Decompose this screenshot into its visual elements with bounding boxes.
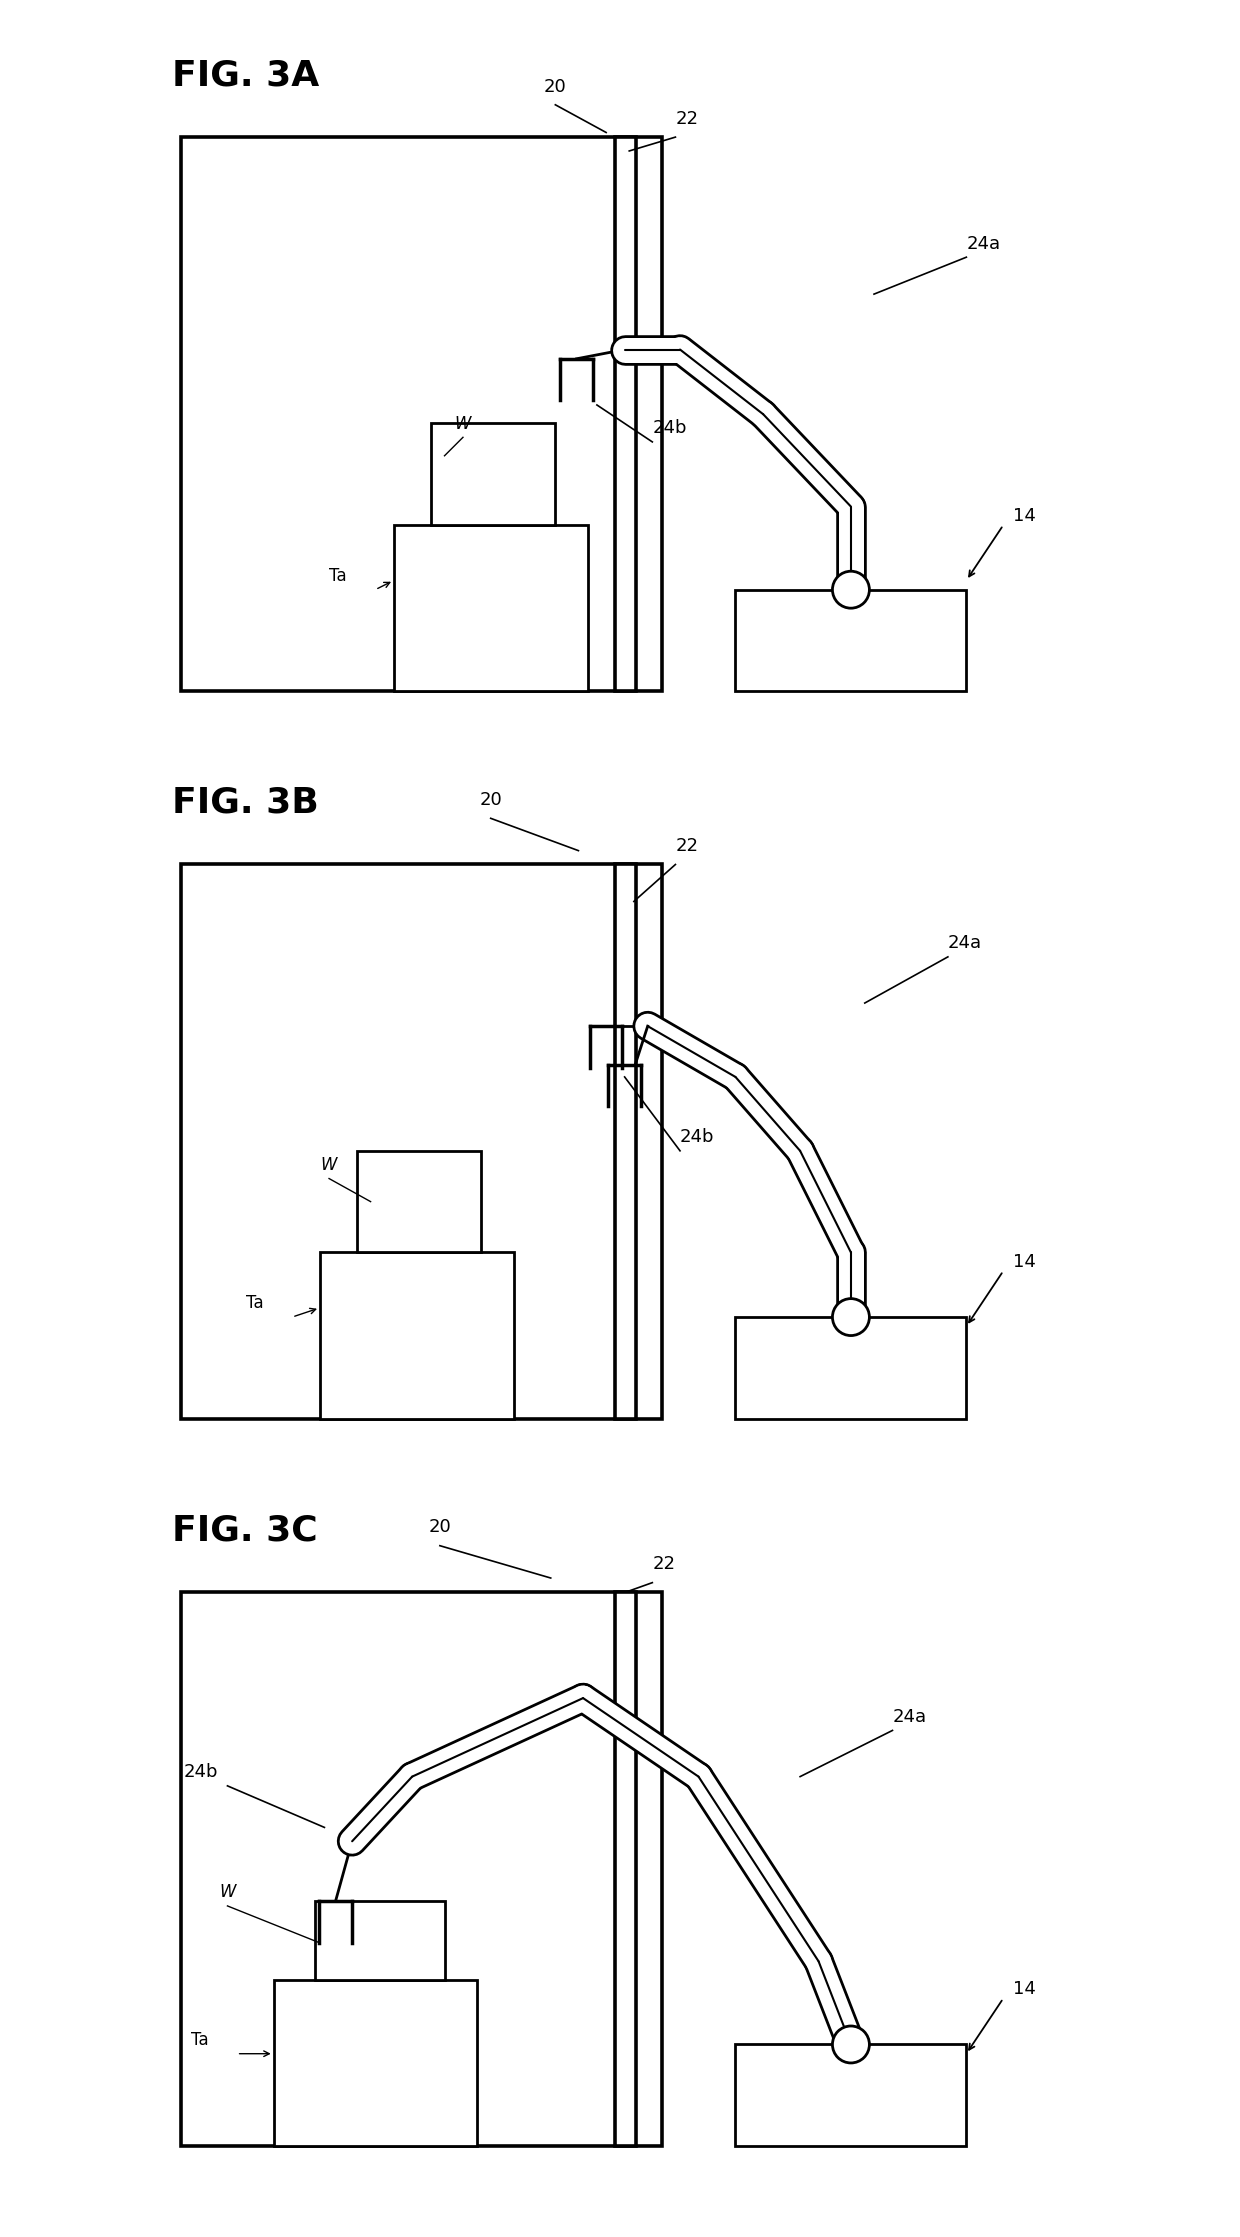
- Text: 20: 20: [429, 1519, 451, 1537]
- Bar: [315, 1901, 444, 1980]
- Bar: [274, 1980, 477, 2145]
- Text: Ta: Ta: [247, 1295, 264, 1313]
- Bar: [735, 2045, 966, 2145]
- Circle shape: [832, 1300, 869, 1335]
- Text: 22: 22: [676, 110, 698, 128]
- Bar: [181, 1593, 662, 2145]
- Bar: [735, 1318, 966, 1418]
- Text: Ta: Ta: [191, 2031, 208, 2049]
- Text: 24b: 24b: [680, 1127, 714, 1145]
- Text: 24b: 24b: [652, 418, 687, 436]
- Circle shape: [832, 2027, 869, 2063]
- Bar: [615, 1593, 636, 2145]
- Text: 20: 20: [544, 78, 567, 96]
- Text: W: W: [455, 414, 471, 432]
- Bar: [181, 863, 662, 1418]
- Text: FIG. 3C: FIG. 3C: [172, 1514, 317, 1548]
- Bar: [394, 526, 588, 691]
- Text: 14: 14: [1013, 1980, 1035, 1998]
- Bar: [430, 423, 556, 526]
- Text: 24b: 24b: [184, 1763, 218, 1781]
- Text: 14: 14: [1013, 508, 1035, 526]
- Text: 24a: 24a: [893, 1707, 926, 1725]
- Text: 22: 22: [676, 837, 698, 855]
- Text: FIG. 3A: FIG. 3A: [172, 58, 319, 92]
- Bar: [735, 591, 966, 691]
- Text: 22: 22: [652, 1555, 676, 1573]
- Bar: [357, 1150, 481, 1253]
- Bar: [181, 136, 662, 691]
- Text: 20: 20: [480, 792, 502, 810]
- Bar: [615, 136, 636, 691]
- Text: W: W: [321, 1157, 337, 1174]
- Text: Ta: Ta: [330, 568, 347, 586]
- Text: 24a: 24a: [966, 235, 1001, 253]
- Circle shape: [832, 570, 869, 608]
- Text: 24a: 24a: [947, 935, 982, 953]
- Text: W: W: [219, 1884, 236, 1901]
- Text: 14: 14: [1013, 1253, 1035, 1271]
- Text: FIG. 3B: FIG. 3B: [172, 785, 319, 821]
- Bar: [615, 863, 636, 1418]
- Bar: [320, 1253, 513, 1418]
